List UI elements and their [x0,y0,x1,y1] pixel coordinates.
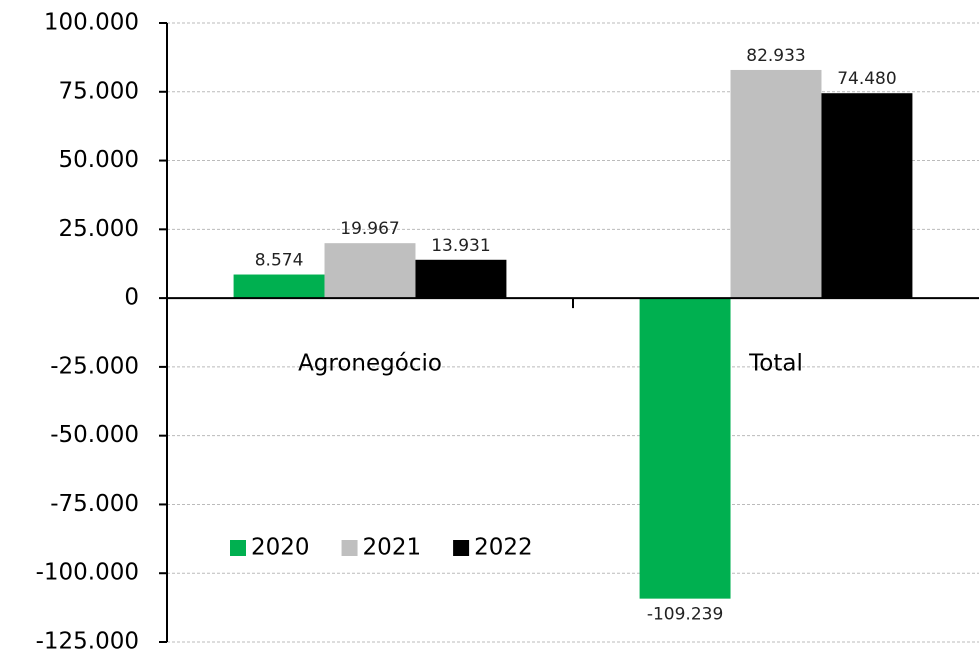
y-tick-label: 50.000 [59,147,139,173]
data-label: 8.574 [255,251,304,271]
bar [233,274,325,299]
y-tick-label: 0 [124,285,139,311]
legend-swatch [230,540,246,556]
legend-label: 2022 [474,535,533,561]
x-tick-label: Agronegócio [298,351,442,377]
y-tick-label: -25.000 [50,353,139,379]
y-tick-label: 75.000 [59,78,139,104]
legend-swatch [453,540,470,556]
legend-swatch [341,540,358,556]
bar [639,298,731,599]
y-tick-label: -100.000 [36,560,139,586]
data-label: 82.933 [746,46,805,66]
y-tick-label: -75.000 [50,491,139,517]
data-label: 74.480 [837,69,896,89]
y-tick-label: 100.000 [44,10,139,36]
y-tick-label: -125.000 [36,629,139,655]
x-tick-label: Total [748,351,803,377]
bar [324,243,416,299]
y-tick-label: -50.000 [50,422,139,448]
bar [821,93,913,299]
data-label: 13.931 [431,236,490,256]
bar [415,259,507,299]
legend-label: 2020 [251,535,310,561]
data-label: 19.967 [340,219,399,239]
y-tick-label: 25.000 [59,216,139,242]
legend-label: 2021 [363,535,422,561]
data-label: -109.239 [647,605,723,625]
bar [730,69,822,299]
